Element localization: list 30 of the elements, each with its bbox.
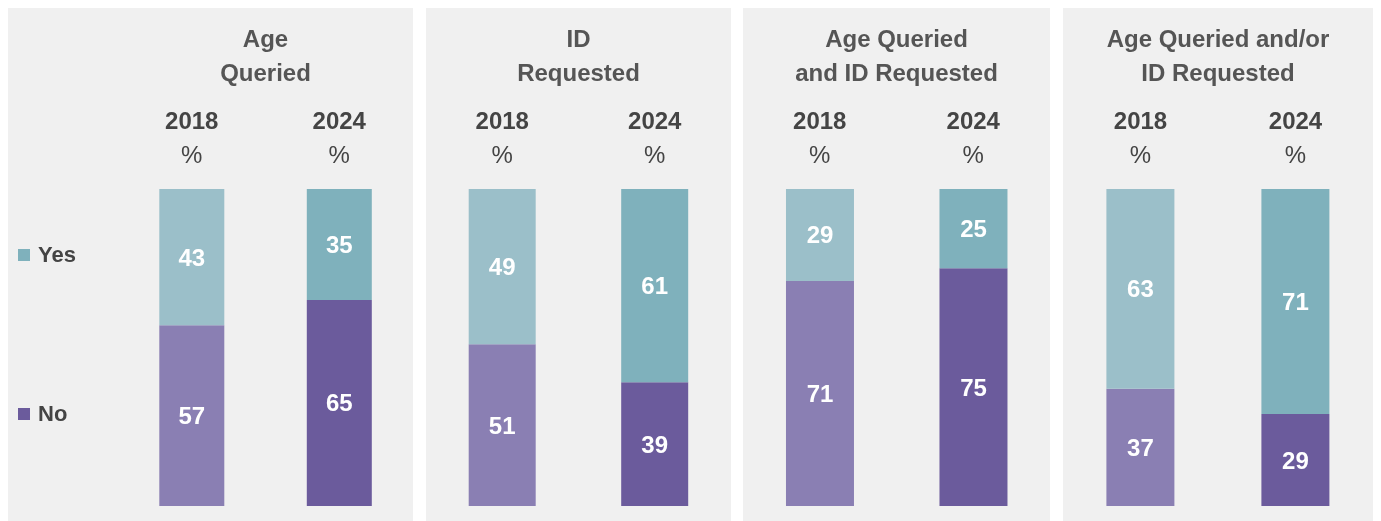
x-tick-label: 2024 % [946, 107, 1001, 168]
data-label: 71 [1282, 288, 1309, 316]
chart-title: ID Requested [516, 24, 641, 88]
x-tick-label: 2024 % [1268, 107, 1323, 168]
data-label: 75 [960, 373, 987, 401]
legend-label: No [37, 401, 68, 428]
data-label: 65 [325, 389, 353, 417]
x-tick-label: 2018 % [165, 107, 219, 168]
x-tick-label: 2024 % [312, 107, 367, 168]
data-label: 29 [1282, 446, 1309, 474]
legend-label: Yes [37, 242, 76, 269]
x-tick-label: 2018 % [793, 107, 847, 168]
data-label: 29 [806, 221, 834, 249]
data-label: 51 [488, 411, 516, 439]
data-label: 39 [641, 430, 669, 458]
chart-title: Age Queried and ID Requested [794, 24, 999, 88]
data-label: 43 [178, 243, 206, 271]
x-tick-label: 2024 % [628, 107, 683, 168]
x-tick-label: 2018 % [475, 107, 529, 168]
data-label: 35 [325, 231, 353, 258]
data-label: 25 [960, 215, 987, 243]
data-label: 37 [1127, 433, 1154, 461]
data-label: 61 [641, 272, 669, 300]
data-label: 57 [178, 402, 206, 430]
data-label: 49 [488, 253, 516, 281]
chart-title: Age Queried [219, 24, 312, 88]
chart-title: Age Queried and/or ID Requested [1105, 24, 1331, 88]
data-label: 63 [1127, 275, 1154, 303]
x-tick-label: 2018 % [1113, 107, 1168, 168]
data-label: 71 [806, 379, 834, 407]
